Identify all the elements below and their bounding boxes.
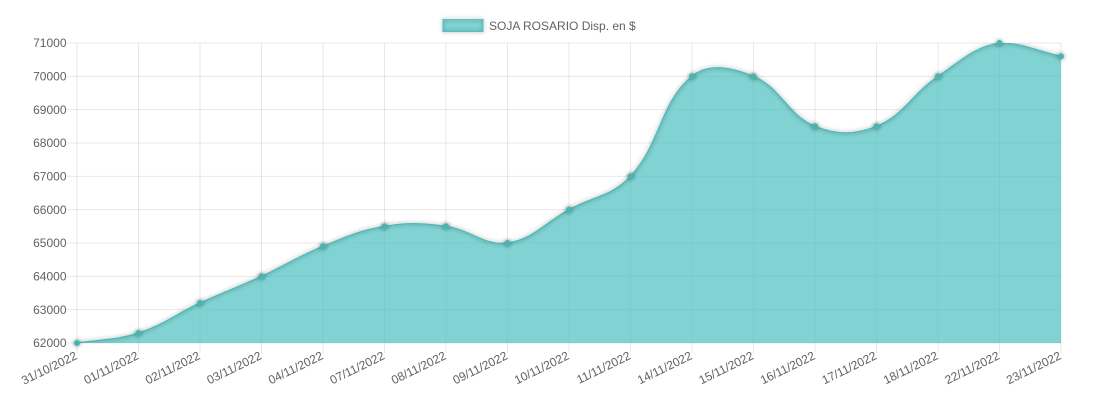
svg-text:08/11/2022: 08/11/2022 <box>389 348 449 387</box>
svg-text:03/11/2022: 03/11/2022 <box>204 348 264 387</box>
svg-text:65000: 65000 <box>33 236 67 250</box>
svg-text:31/10/2022: 31/10/2022 <box>19 348 79 387</box>
svg-text:04/11/2022: 04/11/2022 <box>266 348 326 387</box>
svg-text:64000: 64000 <box>33 270 67 284</box>
svg-text:63000: 63000 <box>33 303 67 317</box>
svg-text:17/11/2022: 17/11/2022 <box>819 348 879 387</box>
svg-text:71000: 71000 <box>33 36 67 50</box>
svg-text:01/11/2022: 01/11/2022 <box>81 348 141 387</box>
svg-text:62000: 62000 <box>33 336 67 350</box>
svg-text:23/11/2022: 23/11/2022 <box>1004 348 1064 387</box>
svg-text:02/11/2022: 02/11/2022 <box>143 348 203 387</box>
svg-text:14/11/2022: 14/11/2022 <box>635 348 695 387</box>
svg-text:69000: 69000 <box>33 103 67 117</box>
svg-text:67000: 67000 <box>33 170 67 184</box>
svg-text:15/11/2022: 15/11/2022 <box>696 348 756 387</box>
svg-text:SOJA ROSARIO Disp. en $: SOJA ROSARIO Disp. en $ <box>489 19 636 33</box>
svg-text:11/11/2022: 11/11/2022 <box>574 348 633 386</box>
svg-text:10/11/2022: 10/11/2022 <box>512 348 572 387</box>
svg-text:07/11/2022: 07/11/2022 <box>327 348 387 387</box>
svg-text:18/11/2022: 18/11/2022 <box>881 348 941 387</box>
svg-text:09/11/2022: 09/11/2022 <box>450 348 510 387</box>
svg-text:16/11/2022: 16/11/2022 <box>758 348 818 387</box>
svg-text:68000: 68000 <box>33 136 67 150</box>
svg-text:70000: 70000 <box>33 70 67 84</box>
svg-text:66000: 66000 <box>33 203 67 217</box>
svg-text:22/11/2022: 22/11/2022 <box>942 348 1002 387</box>
